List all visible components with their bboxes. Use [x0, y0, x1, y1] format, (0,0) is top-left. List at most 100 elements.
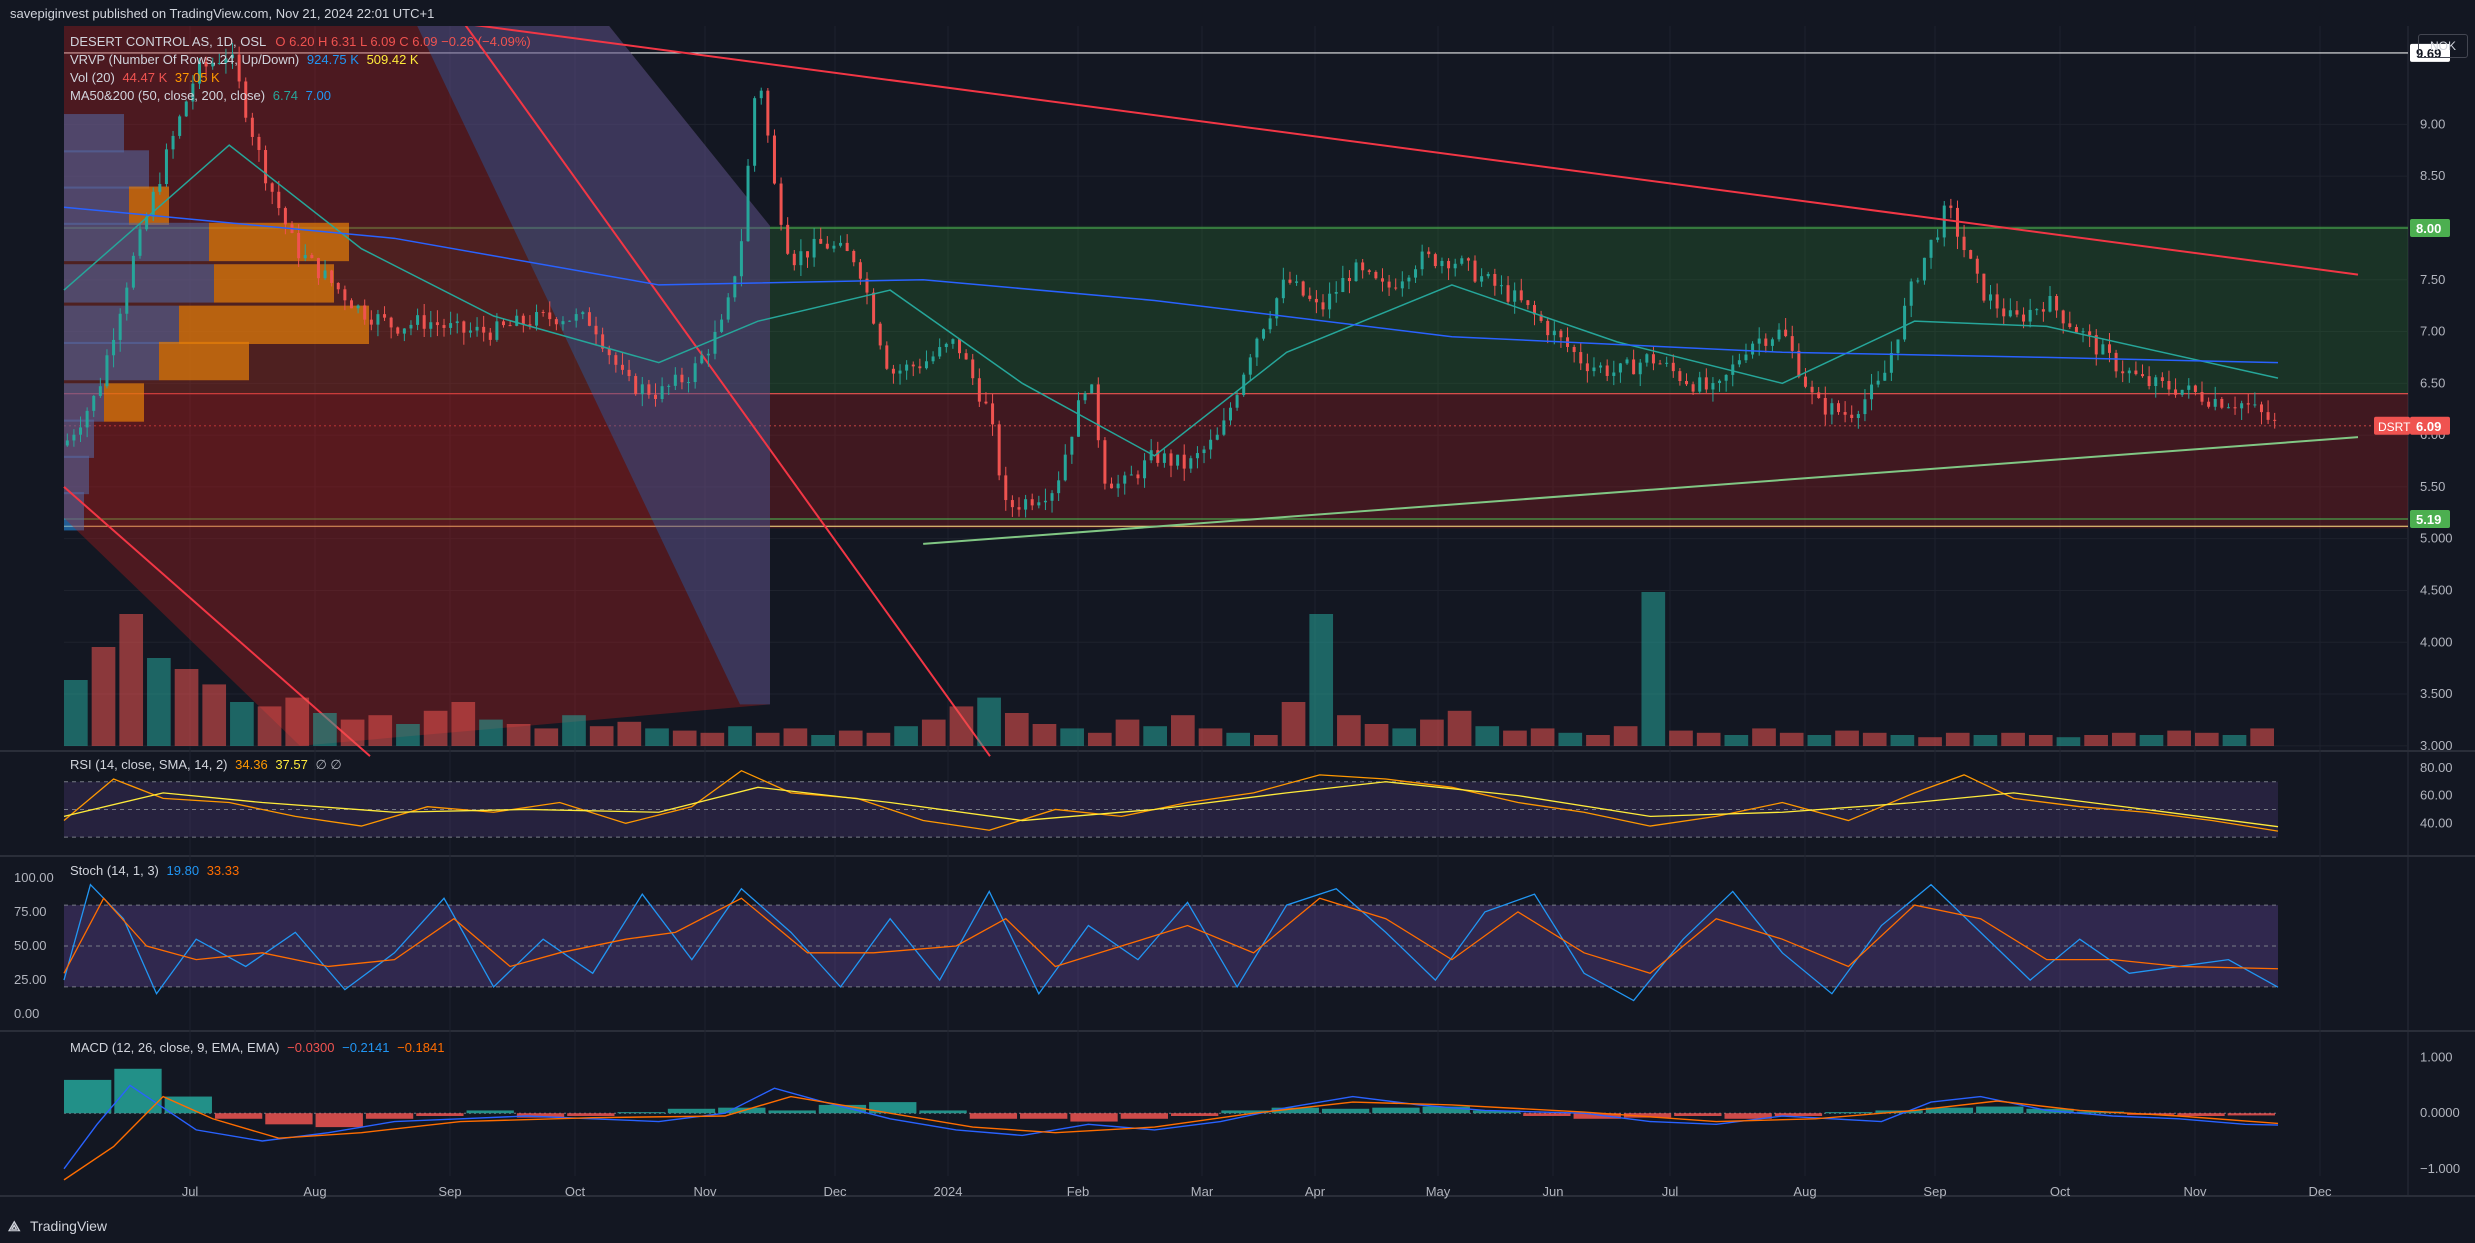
candle-body: [951, 339, 955, 344]
candle-body: [1731, 364, 1735, 375]
candle-body: [739, 241, 743, 277]
candle-body: [2220, 398, 2224, 408]
vp-up-7: [64, 383, 104, 422]
candle-body: [1671, 362, 1675, 372]
stoch-d-value: 33.33: [206, 863, 240, 878]
volume-bar: [1447, 710, 1472, 746]
candle-body: [620, 364, 624, 370]
candle-body: [1863, 399, 1867, 415]
candle-body: [706, 353, 710, 356]
candle-body: [944, 343, 948, 348]
candle-body: [1896, 339, 1900, 354]
stoch-tick-3: 25.00: [14, 972, 47, 987]
candle-body: [2246, 403, 2250, 405]
candle-body: [1380, 278, 1384, 282]
trendline-1: [923, 436, 2359, 545]
volume-bar: [534, 728, 559, 746]
candle-body: [277, 191, 281, 209]
macd-hist-bar: [365, 1113, 414, 1119]
volume-bar: [230, 702, 254, 746]
candle-body: [667, 385, 671, 387]
macd-hist-bar: [164, 1096, 212, 1114]
stoch-legend: Stoch (14, 1, 3) 19.80 33.33: [70, 863, 239, 878]
x-tick-16: Nov: [2183, 1184, 2207, 1199]
volume-bar: [1945, 732, 1970, 746]
candle-body: [1050, 493, 1054, 501]
candle-body: [1850, 414, 1854, 419]
candle-body: [535, 312, 539, 326]
volume-bar: [1696, 732, 1721, 746]
candle-body: [1486, 273, 1490, 277]
volume-bar: [1641, 592, 1666, 746]
macd-hist-bar: [818, 1104, 867, 1114]
macd-signal-value: −0.1841: [397, 1040, 445, 1055]
rsi-tick-1: 60.00: [2420, 788, 2453, 803]
candle-body: [1070, 436, 1074, 455]
macd-hist-bar: [1271, 1107, 1319, 1114]
candle-body: [1724, 374, 1728, 381]
candle-body: [2141, 374, 2145, 377]
vp-down-7: [104, 383, 144, 422]
candle-body: [204, 62, 208, 67]
candle-body: [1110, 483, 1114, 489]
candle-body: [2068, 323, 2072, 327]
macd-hist-bar: [969, 1113, 1018, 1119]
candle-body: [2273, 419, 2277, 421]
trading-chart[interactable]: 9.008.508.007.507.006.506.005.505.0004.5…: [0, 26, 2475, 1208]
volume-bar: [1281, 702, 1306, 746]
macd-label: MACD (12, 26, close, 9, EMA, EMA): [70, 1040, 280, 1055]
candle-body: [1460, 258, 1464, 264]
candle-body: [1030, 499, 1034, 506]
candle-body: [79, 427, 83, 435]
price-tick-12: 3.000: [2420, 738, 2453, 753]
candle-body: [356, 305, 360, 309]
candle-body: [634, 376, 638, 395]
candle-body: [1447, 260, 1451, 269]
candle-body: [1526, 300, 1530, 306]
candle-body: [1057, 480, 1061, 494]
candle-body: [1559, 330, 1563, 338]
candle-body: [1308, 295, 1312, 299]
volume-bar: [1115, 719, 1140, 746]
ma50-value: 6.74: [272, 88, 299, 103]
candle-body: [2160, 377, 2164, 382]
candle-body: [1817, 392, 1821, 399]
candle-body: [2259, 404, 2263, 413]
candle-body: [1268, 318, 1272, 330]
vrvp-label: VRVP (Number Of Rows, 24, Up/Down): [70, 52, 300, 67]
macd-hist-bar: [1120, 1113, 1168, 1119]
candle-body: [2048, 295, 2052, 312]
volume-bar: [1226, 732, 1251, 746]
candle-body: [376, 314, 380, 325]
ohlc-values: O 6.20 H 6.31 L 6.09 C 6.09 −0.26 (−4.09…: [275, 34, 531, 49]
candle-body: [918, 366, 922, 369]
rsi-tick-2: 40.00: [2420, 815, 2453, 830]
candle-body: [2121, 371, 2125, 374]
candle-body: [422, 315, 426, 329]
macd-hist-bar: [1674, 1113, 1722, 1116]
candle-body: [131, 255, 135, 288]
volume-bar: [147, 658, 171, 746]
candle-body: [1989, 294, 1993, 301]
candle-body: [2114, 352, 2118, 372]
volume-bar: [811, 735, 835, 746]
volume-bar: [1835, 730, 1859, 746]
candle-body: [72, 434, 76, 441]
macd-hist-bar: [667, 1108, 716, 1114]
volume-bar: [2084, 735, 2108, 746]
candle-body: [1473, 260, 1477, 282]
currency-button[interactable]: NOK: [2418, 34, 2468, 58]
candle-body: [858, 262, 862, 279]
candle-body: [1810, 386, 1814, 393]
candle-body: [1493, 273, 1497, 286]
candle-body: [1856, 414, 1860, 419]
candle-body: [839, 242, 843, 246]
candle-body: [1275, 298, 1279, 319]
volume-bar: [368, 715, 393, 746]
price-tick-4: 7.00: [2420, 324, 2445, 339]
candle-body: [548, 312, 552, 320]
x-tick-3: Oct: [565, 1184, 586, 1199]
volume-bar: [2167, 730, 2191, 746]
candle-body: [1519, 290, 1523, 301]
macd-hist-bar: [214, 1113, 263, 1119]
